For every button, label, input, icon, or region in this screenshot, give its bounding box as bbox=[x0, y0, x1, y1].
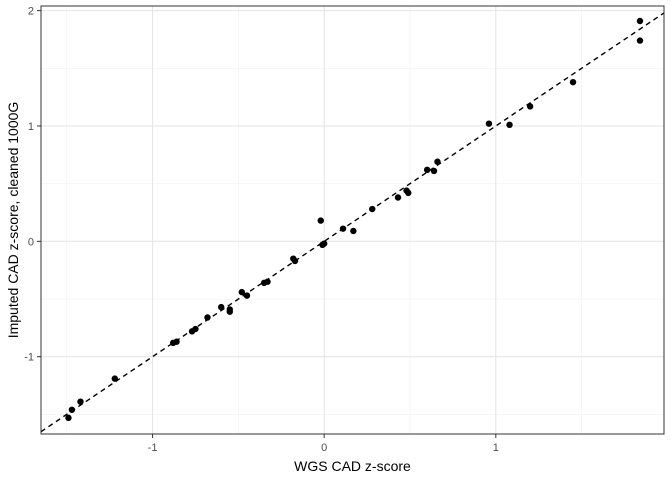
data-point bbox=[485, 120, 493, 127]
minor-gridlines bbox=[41, 6, 664, 434]
x-axis: -1 0 1 bbox=[148, 434, 499, 454]
y-tick-label: 2 bbox=[28, 6, 34, 18]
data-point bbox=[320, 240, 328, 247]
data-point bbox=[636, 37, 644, 44]
data-point bbox=[394, 194, 402, 201]
data-point bbox=[264, 278, 271, 285]
data-point bbox=[350, 227, 357, 235]
data-point bbox=[226, 308, 233, 315]
data-point bbox=[569, 78, 577, 86]
major-gridlines bbox=[41, 6, 664, 434]
data-point bbox=[430, 167, 438, 175]
y-axis: -1 0 1 2 bbox=[24, 6, 41, 364]
x-tick-label: 0 bbox=[321, 442, 327, 454]
plot-panel-border bbox=[40, 5, 665, 435]
y-tick-label: 1 bbox=[28, 121, 34, 133]
data-point bbox=[111, 375, 118, 382]
data-point bbox=[204, 314, 211, 321]
x-tick-label: 1 bbox=[493, 442, 499, 454]
data-point bbox=[317, 217, 324, 224]
data-point bbox=[238, 288, 246, 296]
y-tick-label: 0 bbox=[28, 236, 34, 248]
data-point bbox=[636, 17, 644, 25]
data-point bbox=[423, 166, 431, 174]
y-tick-label: -1 bbox=[24, 352, 34, 364]
data-point bbox=[405, 189, 412, 197]
data-point bbox=[291, 257, 299, 265]
data-point bbox=[173, 338, 180, 345]
x-axis-title: WGS CAD z-score bbox=[294, 458, 411, 474]
x-tick-label: -1 bbox=[148, 442, 158, 454]
y-axis-title: Imputed CAD z-score, cleaned 1000G bbox=[5, 102, 21, 339]
data-point bbox=[243, 292, 251, 299]
identity-reference-line bbox=[40, 12, 665, 433]
data-point bbox=[218, 303, 225, 311]
data-point bbox=[192, 325, 199, 333]
data-point bbox=[339, 225, 347, 232]
data-point bbox=[65, 414, 72, 422]
data-point bbox=[68, 406, 76, 413]
data-point bbox=[506, 121, 513, 129]
data-points bbox=[65, 17, 644, 422]
data-point bbox=[434, 158, 441, 165]
data-point bbox=[77, 398, 84, 405]
data-point bbox=[526, 103, 534, 110]
data-point bbox=[369, 205, 376, 213]
